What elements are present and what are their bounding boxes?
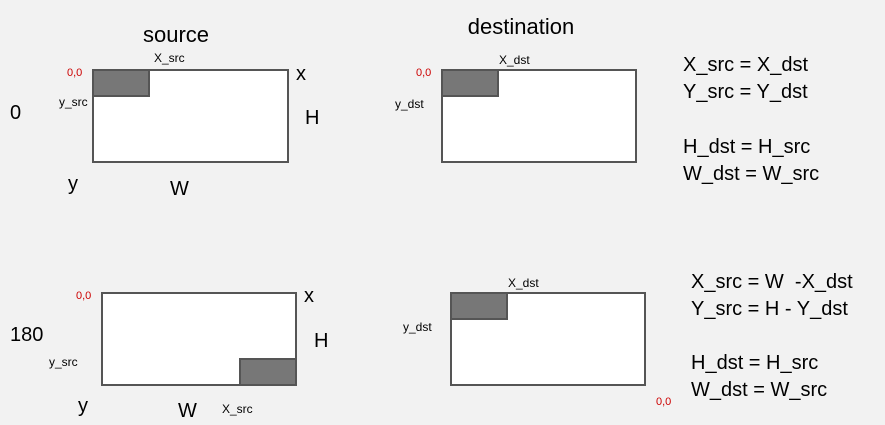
row-0-formula-4: W_dst = W_src (683, 163, 819, 185)
row-0-source-origin-label: 0,0 (67, 67, 82, 79)
row-0-destination-x-sub-label: X_dst (499, 53, 530, 67)
row-0-source-width-label: W (170, 178, 189, 200)
row-1-destination-x-sub-label: X_dst (508, 276, 539, 290)
row-0-source-y-axis-label: y (68, 173, 78, 195)
row-0-source-x-sub-label: X_src (154, 51, 185, 65)
row-0-source-height-label: H (305, 107, 319, 129)
row-0-source-y-sub-label: y_src (59, 95, 88, 109)
row-0-source-x-axis-label: x (296, 63, 306, 85)
row-0-formula-2: Y_src = Y_dst (683, 81, 808, 103)
row-1-destination-subregion (450, 292, 508, 320)
row-1-source-x-axis-label: x (304, 285, 314, 307)
row-1-source-y-axis-label: y (78, 395, 88, 417)
row-0-destination-y-sub-label: y_dst (395, 97, 424, 111)
row-1-formula-2: Y_src = H - Y_dst (691, 298, 848, 320)
row-1-formula-3: H_dst = H_src (691, 352, 818, 374)
row-0-source-subregion (92, 69, 150, 97)
row-0-destination-subregion (441, 69, 499, 97)
row-1-destination-y-sub-label: y_dst (403, 320, 432, 334)
source-header: source (143, 22, 209, 47)
destination-header: destination (468, 14, 574, 39)
row-0-angle-label: 0 (10, 102, 21, 124)
row-0-destination-origin-label: 0,0 (416, 67, 431, 79)
row-1-source-y-sub-label: y_src (49, 355, 78, 369)
row-1-formula-4: W_dst = W_src (691, 379, 827, 401)
row-0-formula-3: H_dst = H_src (683, 136, 810, 158)
row-1-source-origin-label: 0,0 (76, 290, 91, 302)
row-1-destination-origin-label: 0,0 (656, 396, 671, 408)
row-1-source-subregion (239, 358, 297, 386)
row-1-source-x-sub-label: X_src (222, 402, 253, 416)
row-1-source-width-label: W (178, 400, 197, 422)
row-1-formula-1: X_src = W -X_dst (691, 271, 853, 293)
row-1-angle-label: 180 (10, 324, 43, 346)
row-0-formula-1: X_src = X_dst (683, 54, 809, 76)
row-1-source-height-label: H (314, 330, 328, 352)
